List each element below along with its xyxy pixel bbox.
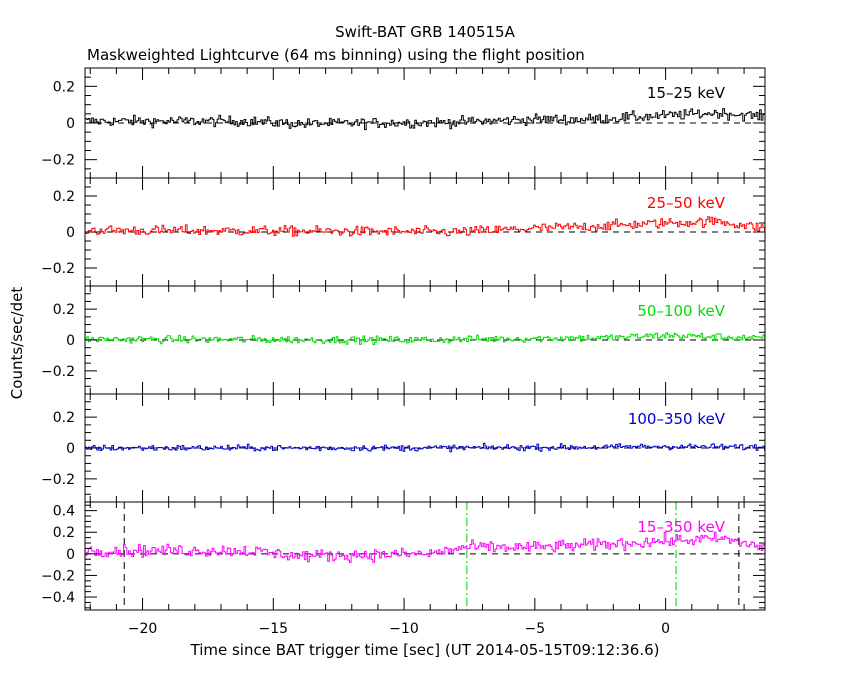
series-line [85, 108, 766, 131]
y-tick-label: −0.4 [41, 590, 75, 606]
x-tick-label: −15 [259, 621, 289, 637]
y-tick-label: 0 [66, 333, 75, 349]
panel-3: −0.2 0 0.2 50–100 keV [41, 285, 766, 395]
band-label: 50–100 keV [637, 302, 725, 320]
y-tick-label: −0.2 [41, 364, 75, 380]
y-tick-label: −0.2 [41, 568, 75, 584]
y-tick-label: 0.2 [53, 189, 75, 205]
y-tick-label: 0.2 [53, 410, 75, 426]
series-line [85, 531, 766, 563]
y-tick-label: −0.2 [41, 261, 75, 277]
x-axis-label: Time since BAT trigger time [sec] (UT 20… [190, 641, 660, 659]
panel-frame [84, 501, 766, 611]
band-label: 100–350 keV [628, 410, 726, 428]
x-tick-label: −5 [525, 621, 546, 637]
panel-5: −0.4 −0.2 0 0.2 0.4 15–350 keV [41, 501, 766, 611]
x-tick-label: −20 [128, 621, 158, 637]
panels-group: −0.2 0 0.2 15–25 keV −0.2 0 0.2 25–50 keV −0.2 0 0… [41, 67, 766, 637]
y-tick-label: −0.2 [41, 472, 75, 488]
band-label: 15–25 keV [647, 84, 726, 102]
y-tick-label: 0 [66, 116, 75, 132]
panel-4: −0.2 0 0.2 100–350 keV [41, 393, 766, 503]
series-line [85, 442, 766, 453]
y-tick-label: −0.2 [41, 153, 75, 169]
x-tick-label: −10 [389, 621, 419, 637]
panel-1: −0.2 0 0.2 15–25 keV [41, 67, 766, 179]
y-tick-label: 0 [66, 441, 75, 457]
y-tick-label: 0.2 [53, 302, 75, 318]
x-tick-label: 0 [661, 621, 670, 637]
panel-2: −0.2 0 0.2 25–50 keV [41, 177, 766, 287]
y-axis-label: Counts/sec/det [8, 287, 26, 400]
series-line [85, 216, 766, 237]
series-line [85, 332, 766, 345]
chart-subtitle: Maskweighted Lightcurve (64 ms binning) … [87, 46, 585, 64]
chart-title: Swift-BAT GRB 140515A [335, 23, 515, 41]
y-tick-label: 0.2 [53, 525, 75, 541]
band-label: 25–50 keV [647, 194, 726, 212]
y-tick-label: 0.4 [53, 504, 75, 520]
band-label: 15–350 keV [637, 518, 725, 536]
y-tick-label: 0 [66, 225, 75, 241]
y-tick-label: 0.2 [53, 79, 75, 95]
y-tick-label: 0 [66, 547, 75, 563]
